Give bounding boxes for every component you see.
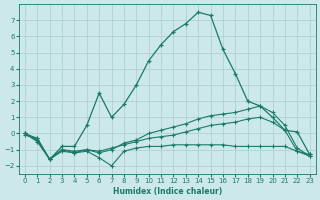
X-axis label: Humidex (Indice chaleur): Humidex (Indice chaleur) xyxy=(113,187,222,196)
